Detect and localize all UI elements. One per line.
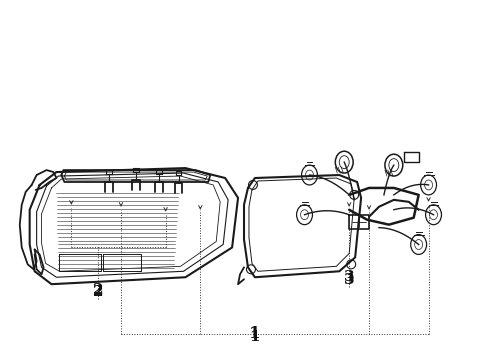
Text: 1: 1 (249, 330, 260, 344)
Text: 2: 2 (93, 285, 103, 299)
Text: 2: 2 (93, 283, 103, 297)
Text: 3: 3 (344, 273, 354, 287)
Text: 1: 1 (249, 325, 261, 342)
Text: 3: 3 (344, 270, 354, 284)
